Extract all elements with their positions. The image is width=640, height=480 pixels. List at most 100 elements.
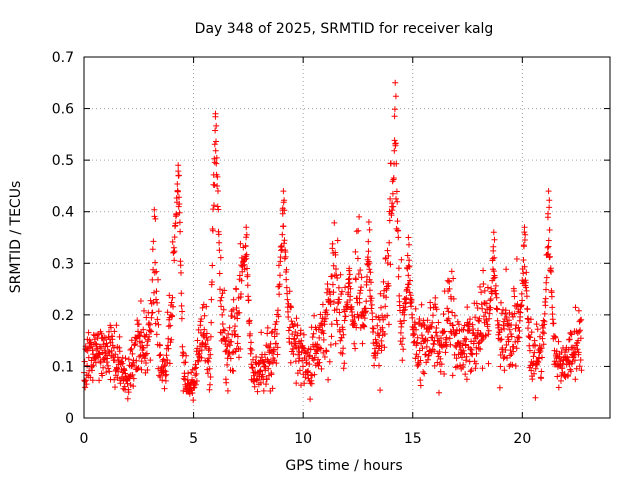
data-point [218,294,225,301]
data-point [268,329,275,336]
data-point [106,368,113,375]
data-point [89,377,96,384]
x-tick-label: 0 [80,431,89,447]
data-point [272,326,279,333]
data-point [152,320,159,327]
data-point [543,279,550,286]
data-point [226,350,233,357]
data-point [377,387,384,394]
data-point [391,106,398,113]
data-point [169,238,176,245]
data-point [387,261,394,268]
data-point [170,244,177,251]
data-point [377,290,384,297]
data-point [276,281,283,288]
data-point [365,248,372,255]
data-point [122,355,129,362]
data-point [431,362,438,369]
data-point [387,195,394,202]
data-point [498,310,505,317]
data-point [230,306,237,313]
data-point [545,188,552,195]
data-point [449,309,456,316]
data-point [513,256,520,262]
data-point [502,307,509,314]
data-point [208,319,215,326]
data-point [332,251,339,258]
data-point [321,321,328,328]
data-point [223,379,230,386]
data-point [506,326,513,333]
data-point [340,365,347,372]
data-point [498,326,505,333]
data-point [347,285,354,292]
data-point [473,360,479,367]
data-point [147,357,154,364]
data-point [319,327,326,334]
data-point [205,358,212,365]
data-point [370,329,376,335]
data-point [417,382,424,389]
data-point [506,317,512,324]
data-point [577,335,584,342]
data-point [534,326,541,333]
data-point [474,305,481,311]
data-point [208,296,215,303]
data-point [173,211,180,218]
data-point [287,303,294,310]
data-point [164,357,171,363]
data-point [501,325,508,332]
data-point [125,356,132,363]
data-point [339,326,346,333]
data-point [512,363,519,369]
data-point [333,266,339,272]
data-point [266,360,273,367]
data-point [209,262,216,269]
data-point [245,297,252,304]
data-point [167,322,174,329]
data-point [207,333,214,340]
data-point [300,363,306,370]
y-tick-labels: 0 0.1 0.2 0.3 0.4 0.5 0.6 0.7 [52,50,74,427]
data-point [354,255,361,262]
data-point [220,326,227,333]
data-point [206,365,213,372]
data-point [433,325,440,331]
data-point [572,376,579,383]
data-point [412,305,419,312]
data-point [331,219,338,226]
data-point [269,385,276,392]
data-point [540,325,547,331]
data-point [281,207,288,214]
data-point [421,322,428,329]
data-point [219,321,226,327]
data-point [162,377,169,384]
data-point [283,284,290,291]
data-point [281,237,288,244]
data-point [473,300,480,307]
data-point [322,315,329,322]
data-point [555,384,562,391]
data-point [543,274,550,281]
data-point [399,357,406,364]
data-point [418,301,425,308]
data-point [515,334,522,341]
data-point [367,269,374,276]
y-tick-label: 0.1 [52,359,74,375]
data-point [163,352,170,359]
data-point [133,357,140,364]
data-point [193,364,200,371]
data-point [429,319,436,326]
data-point [402,304,409,310]
data-point [305,368,312,374]
data-point [395,265,402,272]
data-point [159,377,166,384]
data-point [368,279,374,286]
data-point [276,291,283,298]
data-point [237,240,244,247]
data-point [345,289,352,296]
data-point [285,327,292,334]
data-point [292,329,299,335]
data-point [361,315,368,322]
data-point [146,327,153,334]
